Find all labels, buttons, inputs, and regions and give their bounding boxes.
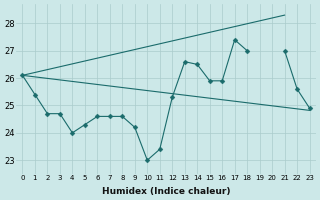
X-axis label: Humidex (Indice chaleur): Humidex (Indice chaleur): [102, 187, 230, 196]
